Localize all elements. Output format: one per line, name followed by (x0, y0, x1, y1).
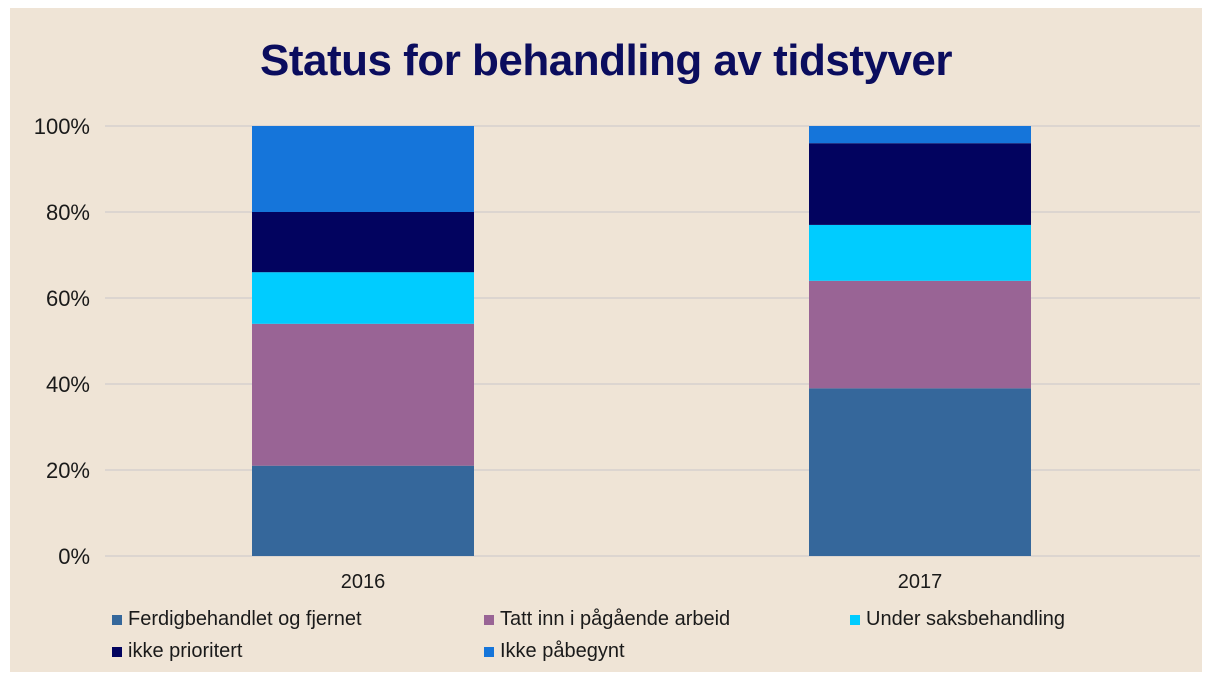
chart-panel: Status for behandling av tidstyver 0% 20%… (10, 8, 1202, 672)
legend-item: Ikke påbegynt (484, 640, 625, 663)
legend-label: ikke prioritert (128, 640, 243, 662)
legend-item: Tatt inn i pågående arbeid (484, 608, 730, 631)
legend-label: Ferdigbehandlet og fjernet (128, 608, 362, 630)
bar-segment (809, 224, 1031, 281)
bars (252, 126, 1031, 556)
y-tick-label: 80% (46, 200, 90, 225)
axis-ticks: 0% 20% 40% 60% 80% 100% 2016 2017 (34, 114, 943, 593)
legend-swatch (112, 614, 122, 625)
y-tick-label: 20% (46, 458, 90, 483)
legend-swatch (484, 614, 494, 625)
legend-label: Ikke påbegynt (500, 640, 625, 662)
bar-segment (252, 323, 474, 466)
bar-segment (809, 388, 1031, 556)
legend-label: Under saksbehandling (866, 608, 1066, 630)
y-tick-label: 0% (58, 544, 90, 569)
legend-item: Ferdigbehandlet og fjernet (112, 608, 362, 631)
y-tick-label: 100% (34, 114, 90, 139)
y-tick-label: 40% (46, 372, 90, 397)
x-tick-label: 2016 (341, 571, 386, 593)
y-tick-label: 60% (46, 286, 90, 311)
bar-segment (809, 280, 1031, 389)
bar-segment (809, 143, 1031, 225)
legend-item: Under saksbehandling (850, 608, 1065, 631)
bar-segment (252, 212, 474, 273)
x-tick-label: 2017 (898, 571, 943, 593)
legend-swatch (112, 646, 122, 657)
chart-title: Status for behandling av tidstyver (259, 36, 953, 85)
bar-segment (252, 126, 474, 212)
bar-segment (252, 465, 474, 556)
legend-swatch (850, 614, 860, 625)
bar-segment (252, 272, 474, 324)
legend-item: ikke prioritert (112, 640, 242, 663)
chart-plot: 0% 20% 40% 60% 80% 100% 2016 2017 (34, 114, 1200, 593)
legend-swatch (484, 646, 494, 657)
bar-segment (809, 126, 1031, 144)
legend-label: Tatt inn i pågående arbeid (500, 608, 731, 630)
